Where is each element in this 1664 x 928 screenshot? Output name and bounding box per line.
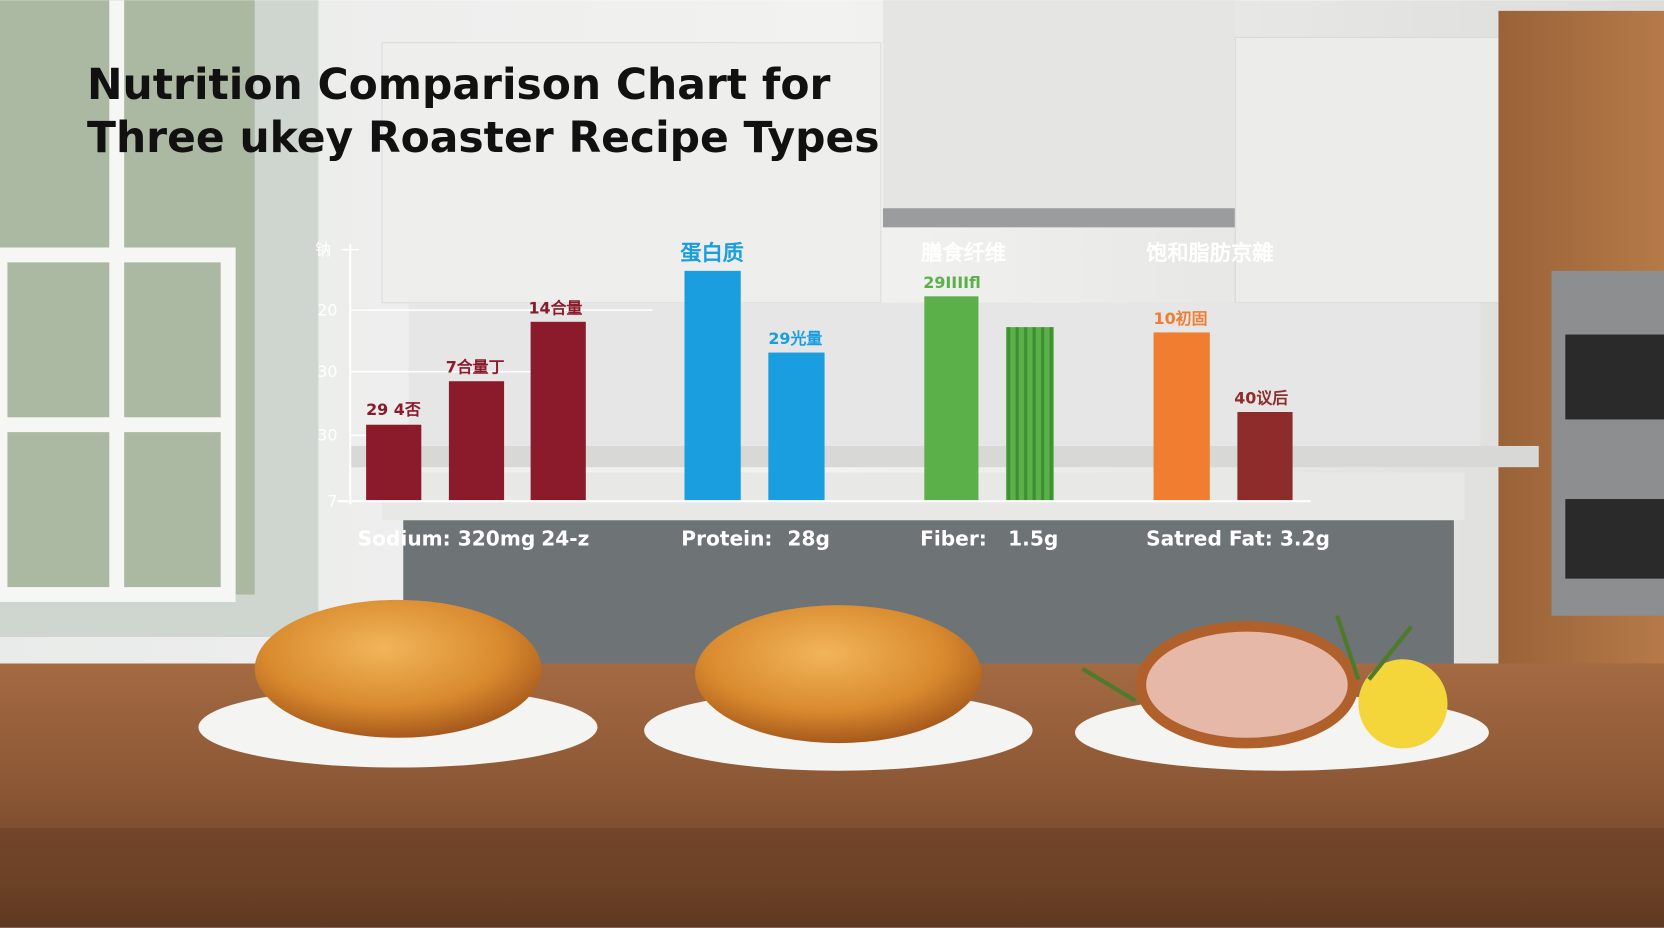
group-header: 蛋白质 bbox=[680, 240, 744, 266]
y-tick-label: 7 bbox=[327, 491, 337, 510]
y-tick-label: 20 bbox=[317, 300, 337, 319]
upper-cabinet bbox=[1234, 36, 1502, 304]
footer-label: 1.5g bbox=[1008, 527, 1058, 551]
y-axis: 钠 20 30 30 7 bbox=[315, 240, 653, 510]
bar bbox=[924, 296, 979, 501]
group-header: 膳食纤维 bbox=[921, 240, 1006, 266]
y-tick-label: 钠 bbox=[315, 240, 331, 259]
y-tick-label: 30 bbox=[317, 426, 337, 445]
bar bbox=[366, 424, 422, 501]
herbs bbox=[1081, 615, 1414, 703]
bar bbox=[1237, 412, 1293, 501]
footer-label: Satred Fat: 3.2g bbox=[1146, 527, 1330, 551]
bar bbox=[1153, 332, 1210, 501]
oven-window bbox=[1565, 499, 1664, 579]
bar-label: 7合量丁 bbox=[446, 358, 505, 377]
bar-label: 29IIIIfl bbox=[923, 273, 981, 292]
lemon bbox=[1358, 659, 1448, 749]
turkey-breast bbox=[1135, 621, 1359, 749]
bar-label: 10初固 bbox=[1154, 309, 1208, 328]
bar bbox=[1006, 327, 1054, 501]
footer-label: Fiber: bbox=[920, 527, 987, 551]
chart-title: Nutrition Comparison Chart for bbox=[87, 61, 830, 110]
chart-title: Three ukey Roaster Recipe Types bbox=[87, 114, 880, 163]
upper-cabinet bbox=[381, 42, 882, 304]
hood-edge bbox=[882, 208, 1236, 228]
window-view bbox=[0, 0, 255, 595]
footer-label: Sodium: 320mg bbox=[358, 527, 536, 551]
footer-label: 24-z bbox=[541, 527, 589, 551]
bar-label: 40议后 bbox=[1234, 389, 1288, 408]
bar-label: 29 4否 bbox=[366, 400, 421, 419]
roast-chicken bbox=[254, 599, 542, 738]
group-header: 饱和脂肪京雜 bbox=[1146, 240, 1273, 266]
bar bbox=[684, 270, 741, 501]
table-edge bbox=[0, 828, 1664, 882]
bar-label: 14合量 bbox=[528, 298, 582, 317]
range-hood bbox=[882, 0, 1236, 213]
roast-chicken bbox=[695, 605, 982, 744]
window-frame bbox=[0, 0, 236, 602]
oven-window bbox=[1565, 334, 1664, 420]
bar-label: 29光量 bbox=[768, 329, 822, 348]
footer-label: 28g bbox=[787, 527, 829, 551]
footer-label: Protein: bbox=[681, 527, 772, 551]
y-tick-label: 30 bbox=[317, 362, 337, 381]
bar bbox=[768, 352, 825, 501]
bar bbox=[530, 321, 586, 501]
bar bbox=[448, 381, 505, 501]
